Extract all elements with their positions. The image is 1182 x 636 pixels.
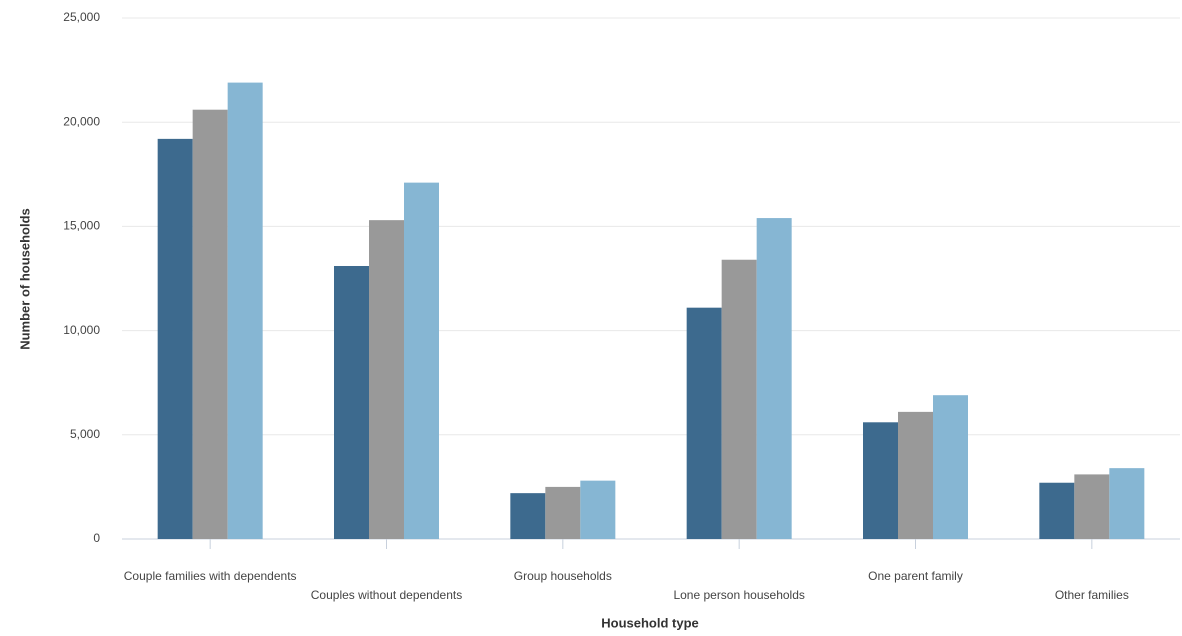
x-axis-title: Household type [601,615,699,630]
y-tick-label: 25,000 [63,10,100,24]
y-tick-label: 5,000 [70,427,100,441]
x-tick-label: Couples without dependents [311,588,462,602]
bar [898,411,933,539]
bar [545,486,581,539]
bar [227,82,263,539]
bar [157,138,193,539]
x-tick-label: Lone person households [673,588,804,602]
bar [1039,482,1075,539]
x-tick-label: Group households [514,569,612,583]
y-tick-label: 20,000 [63,114,100,128]
y-tick-label: 10,000 [63,323,100,337]
bar [756,218,792,539]
y-axis-title: Number of households [17,208,32,350]
bar [863,422,898,539]
y-tick-label: 0 [93,531,100,545]
bar [510,493,546,539]
bar [404,182,439,540]
bar [686,307,722,539]
bar [933,395,968,539]
y-tick-label: 15,000 [63,219,100,233]
bar [721,259,757,539]
bar [580,480,616,539]
bar [192,109,228,540]
bar [334,265,369,539]
bar [1074,474,1110,539]
x-tick-label: One parent family [868,569,963,583]
bar [369,220,404,539]
bar [1109,468,1145,539]
x-tick-label: Couple families with dependents [124,569,297,583]
x-tick-label: Other families [1055,588,1129,602]
